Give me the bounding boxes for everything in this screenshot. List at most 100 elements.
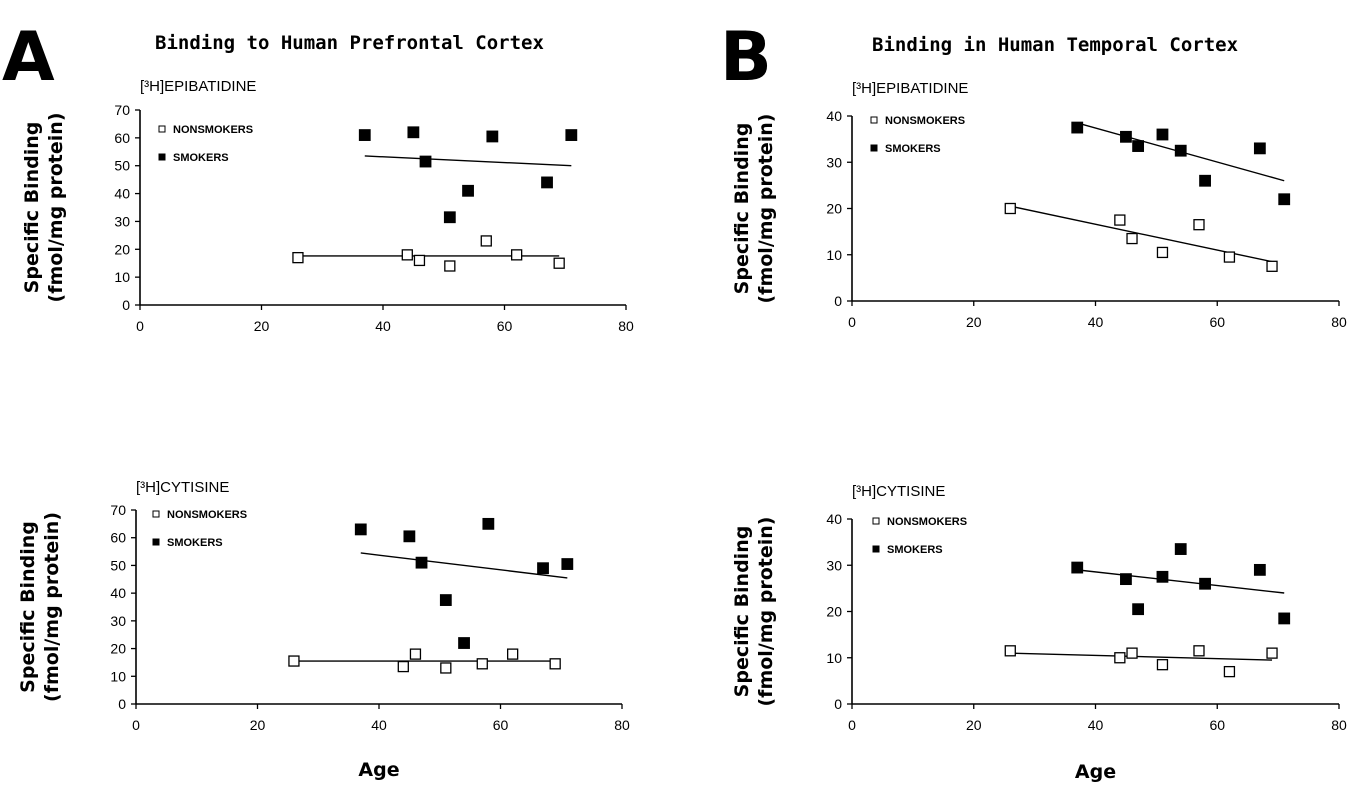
data-point-smokers — [541, 176, 553, 189]
legend-marker-smokers — [870, 144, 878, 152]
ligand-label: [³H]EPIBATIDINE — [852, 80, 968, 97]
panel-title-a: Binding to Human Prefrontal Cortex — [155, 32, 544, 54]
plot-1: 0 10 20 30 40 50 60 70 0 20 40 60 80 [³H]EPIBATIDINE S… — [21, 78, 634, 334]
panel-letter-b: B — [720, 18, 772, 97]
x-tick-label: 60 — [1209, 314, 1225, 330]
y-tick-label: 10 — [110, 668, 126, 684]
legend-label-nonsmokers: NONSMOKERS — [885, 115, 965, 127]
plot-3: 0 10 20 30 40 50 60 70 0 20 40 60 80 [³H]CYTISINE Spec… — [17, 479, 630, 781]
data-point-smokers — [486, 130, 499, 143]
legend: NONSMOKERS SMOKERS — [872, 516, 967, 556]
y-axis-label: Specific Binding — [731, 123, 753, 295]
data-point-smokers — [443, 211, 456, 224]
data-point-nonsmokers — [480, 235, 492, 247]
data-point-smokers — [565, 129, 578, 141]
y-axis-label: Specific Binding — [21, 122, 43, 294]
y-tick-label: 10 — [826, 650, 842, 666]
data-point-nonsmokers — [1193, 219, 1205, 231]
data-point-nonsmokers — [444, 260, 456, 272]
regression-line-smokers — [360, 552, 568, 579]
y-tick-label: 40 — [110, 585, 126, 601]
regression-line-smokers — [1077, 569, 1285, 594]
data-point-nonsmokers — [401, 249, 413, 261]
x-tick-label: 80 — [1331, 717, 1347, 733]
data-point-nonsmokers — [1266, 260, 1278, 272]
legend-marker-nonsmokers — [872, 517, 880, 525]
data-point-nonsmokers — [440, 662, 452, 674]
y-axis-label-unit: (fmol/mg protein) — [755, 114, 777, 304]
data-point-nonsmokers — [1114, 652, 1126, 664]
x-tick-label: 0 — [848, 314, 856, 330]
legend-label-smokers: SMOKERS — [887, 544, 943, 556]
data-point-nonsmokers — [549, 658, 561, 670]
data-point-nonsmokers — [1266, 647, 1278, 659]
data-point-smokers — [1278, 193, 1291, 206]
data-point-smokers — [1120, 573, 1132, 586]
legend-label-nonsmokers: NONSMOKERS — [173, 124, 253, 136]
data-point-nonsmokers — [1004, 645, 1016, 657]
y-tick-label: 50 — [114, 158, 130, 174]
data-point-smokers — [1253, 142, 1266, 155]
data-point-smokers — [537, 562, 549, 575]
regression-line-smokers — [364, 155, 572, 167]
y-tick-label: 30 — [110, 613, 126, 629]
y-tick-label: 10 — [826, 247, 842, 263]
x-tick-label: 20 — [966, 314, 982, 330]
data-point-nonsmokers — [1223, 251, 1236, 263]
x-tick-label: 20 — [966, 717, 982, 733]
x-tick-label: 80 — [614, 717, 630, 733]
x-tick-label: 60 — [493, 717, 509, 733]
data-point-smokers — [1120, 130, 1132, 143]
data-point-nonsmokers — [1193, 645, 1205, 657]
legend-marker-smokers — [152, 538, 160, 546]
x-tick-label: 0 — [136, 318, 144, 334]
data-point-smokers — [1253, 563, 1266, 576]
x-tick-label: 0 — [848, 717, 856, 733]
y-tick-label: 30 — [826, 557, 842, 573]
data-point-nonsmokers — [413, 254, 426, 267]
y-tick-label: 20 — [110, 641, 126, 657]
y-tick-label: 30 — [826, 154, 842, 170]
y-tick-label: 20 — [826, 604, 842, 620]
legend-label-smokers: SMOKERS — [167, 537, 223, 549]
x-tick-label: 40 — [371, 717, 387, 733]
plots-group: 0 10 20 30 40 50 60 70 0 20 40 60 80 [³H]EPIBATIDINE S… — [17, 78, 1347, 783]
y-axis-label: Specific Binding — [17, 521, 39, 693]
y-tick-label: 0 — [122, 297, 130, 313]
legend-label-nonsmokers: NONSMOKERS — [167, 509, 247, 521]
data-point-nonsmokers — [510, 249, 523, 261]
x-axis-label: Age — [358, 759, 399, 781]
data-point-nonsmokers — [1156, 246, 1169, 259]
plot-4: 0 10 20 30 40 0 20 40 60 80 [³H]CYTISINE Specific B… — [731, 483, 1347, 783]
y-tick-label: 10 — [114, 269, 130, 285]
data-point-smokers — [1132, 603, 1145, 616]
ligand-label: [³H]CYTISINE — [136, 479, 229, 496]
data-point-nonsmokers — [1156, 659, 1169, 671]
data-point-smokers — [439, 594, 452, 606]
data-point-nonsmokers — [553, 257, 565, 269]
y-tick-label: 0 — [118, 696, 126, 712]
x-tick-label: 20 — [254, 318, 270, 334]
x-tick-label: 0 — [132, 717, 140, 733]
legend-marker-smokers — [872, 545, 880, 553]
legend: NONSMOKERS SMOKERS — [158, 124, 253, 164]
data-point-nonsmokers — [288, 655, 300, 667]
data-point-smokers — [354, 523, 367, 536]
y-tick-label: 60 — [114, 130, 130, 146]
y-tick-label: 60 — [110, 530, 126, 546]
data-point-nonsmokers — [1126, 647, 1138, 659]
panel-letter-a: A — [2, 18, 55, 97]
ligand-label: [³H]CYTISINE — [852, 483, 945, 500]
data-point-nonsmokers — [476, 658, 488, 670]
y-tick-label: 70 — [110, 502, 126, 518]
data-point-smokers — [1278, 612, 1291, 625]
data-point-nonsmokers — [1114, 214, 1126, 226]
y-tick-label: 0 — [834, 293, 842, 309]
data-point-smokers — [419, 155, 432, 168]
data-point-smokers — [1199, 174, 1211, 187]
y-tick-label: 40 — [826, 108, 842, 124]
x-tick-label: 20 — [250, 717, 266, 733]
data-point-nonsmokers — [1126, 232, 1138, 245]
legend-marker-nonsmokers — [870, 116, 878, 124]
